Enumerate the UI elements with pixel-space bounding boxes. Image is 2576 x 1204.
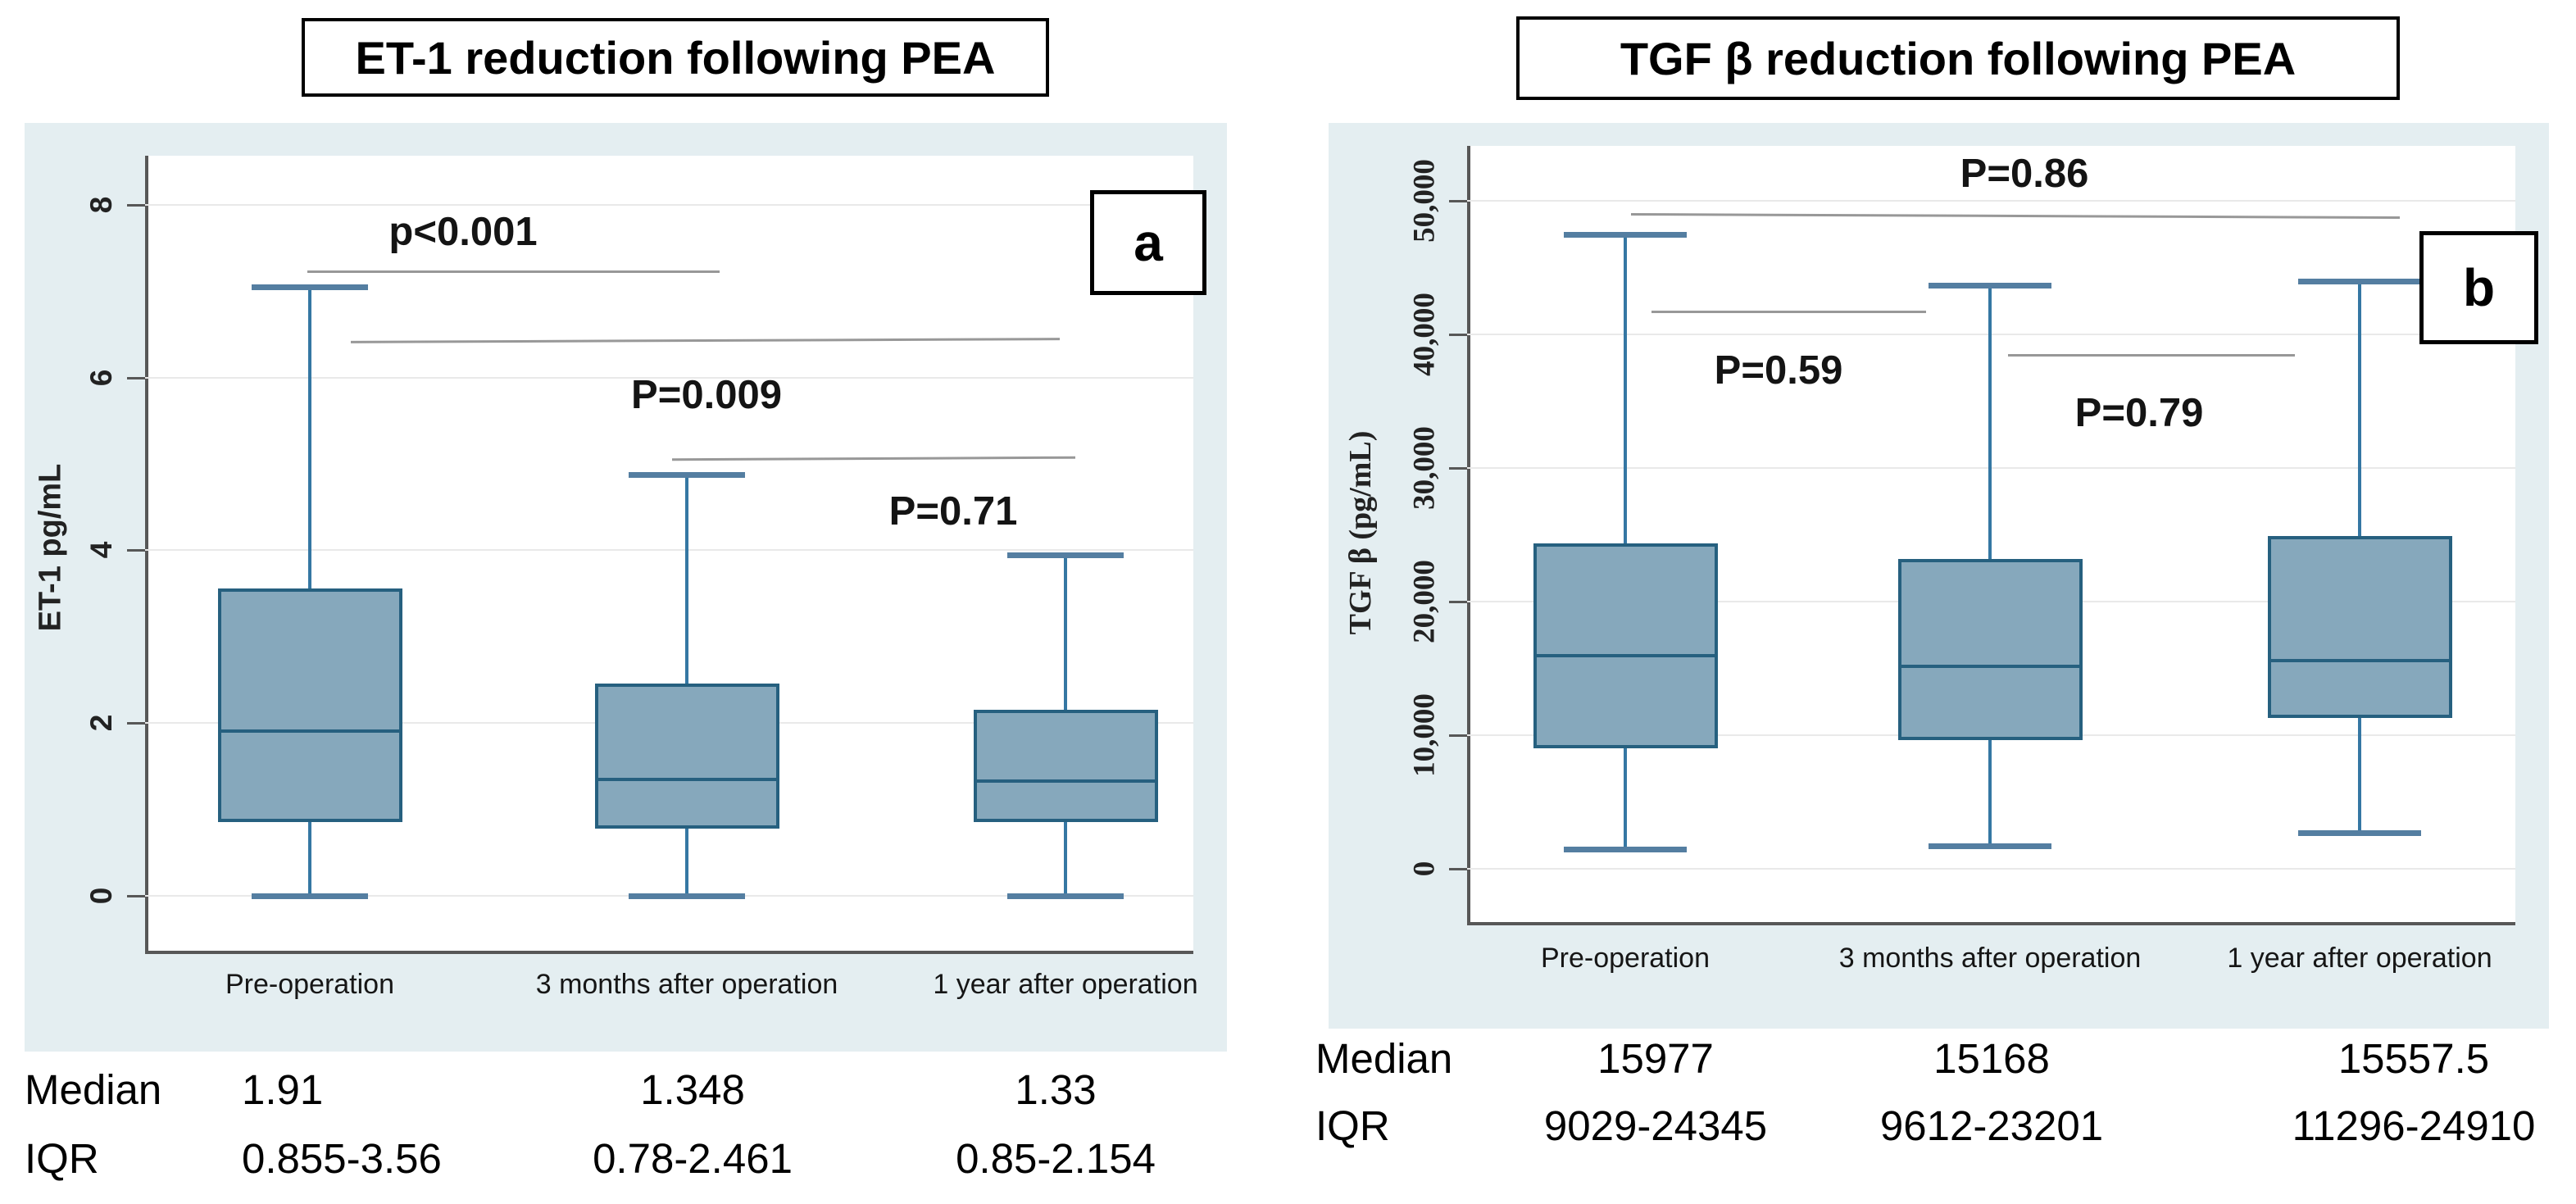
chart-a-title-box: ET-1 reduction following PEA	[302, 18, 1049, 97]
box-median-line	[1533, 653, 1718, 657]
chart-b-panel-label: b	[2419, 231, 2538, 344]
box-whisker-cap-upper	[1564, 231, 1687, 238]
y-tick	[127, 549, 145, 552]
table-cell: 0.855-3.56	[242, 1135, 442, 1182]
box	[1533, 543, 1718, 748]
box-median-line	[217, 729, 402, 733]
y-gridline	[145, 203, 1193, 206]
table-cell: 0.85-2.154	[956, 1135, 1156, 1182]
box-whisker-cap-upper	[1929, 282, 2051, 289]
comparison-p-value-label: P=0.71	[888, 489, 1018, 534]
y-tick	[1449, 868, 1467, 870]
table-cell: 1.33	[1015, 1066, 1097, 1113]
x-category-label: 3 months after operation	[1838, 943, 2142, 974]
y-tick-label: 40,000	[1407, 293, 1442, 376]
y-tick-label: 0	[84, 887, 118, 905]
comparison-line	[671, 456, 1076, 461]
box-whisker-cap-lower	[1007, 893, 1124, 899]
table-row-label: Median	[1315, 1035, 1453, 1082]
y-tick	[127, 376, 145, 379]
y-tick	[127, 895, 145, 897]
y-tick	[1449, 601, 1467, 603]
y-tick-label: 50,000	[1407, 159, 1442, 243]
chart-b-title-box: TGF β reduction following PEA	[1516, 16, 2400, 100]
y-gridline	[1467, 200, 2515, 202]
box-whisker-cap-upper	[2298, 278, 2421, 284]
box	[217, 588, 402, 822]
box-median-line	[594, 777, 779, 781]
x-category-label: 1 year after operation	[933, 969, 1198, 1000]
box-whisker-cap-lower	[629, 893, 745, 899]
box	[2267, 535, 2452, 718]
y-tick	[1449, 467, 1467, 470]
table-row-label: Median	[25, 1066, 162, 1113]
comparison-p-value-label: P=0.79	[2074, 391, 2204, 435]
y-tick	[127, 203, 145, 207]
y-tick	[1449, 734, 1467, 737]
box	[594, 683, 779, 829]
comparison-line	[1651, 311, 1926, 313]
chart-b-title: TGF β reduction following PEA	[1620, 32, 2297, 84]
y-tick-label: 0	[1407, 861, 1442, 877]
y-tick	[127, 722, 145, 725]
box-whisker-cap-lower	[252, 893, 368, 899]
table-cell: 15977	[1597, 1035, 1714, 1082]
y-axis-title: ET-1 pg/mL	[33, 463, 68, 632]
box-whisker-cap-upper	[629, 471, 745, 478]
table-cell: 1.91	[242, 1066, 324, 1113]
y-axis-title: TGF β (pg/mL)	[1343, 430, 1378, 635]
box-median-line	[973, 779, 1158, 783]
y-tick	[1449, 200, 1467, 202]
comparison-line	[2008, 354, 2295, 357]
table-cell: 9029-24345	[1543, 1102, 1768, 1149]
comparison-p-value-label: P=0.009	[631, 373, 782, 417]
table-cell: 0.78-2.461	[593, 1135, 793, 1182]
y-tick-label: 6	[84, 369, 118, 386]
comparison-line	[307, 270, 720, 273]
box-whisker-cap-upper	[252, 284, 368, 290]
box-median-line	[2267, 659, 2452, 663]
box-whisker-cap-lower	[1929, 843, 2051, 850]
box-median-line	[1897, 664, 2083, 668]
comparison-p-value-label: P=0.86	[1960, 152, 2089, 196]
box	[1897, 558, 2083, 741]
y-gridline	[1467, 868, 2515, 870]
comparison-line	[1630, 212, 2401, 220]
y-tick	[1449, 334, 1467, 336]
table-cell: 9612-23201	[1879, 1102, 2104, 1149]
table-row-label: IQR	[1315, 1102, 1390, 1149]
box	[973, 709, 1158, 823]
y-tick-label: 10,000	[1407, 693, 1442, 777]
table-cell: 15557.5	[2337, 1035, 2490, 1082]
box-whisker-cap-upper	[1007, 552, 1124, 558]
comparison-line	[350, 338, 1061, 343]
comparison-p-value-label: p<0.001	[388, 210, 538, 254]
y-gridline	[145, 376, 1193, 379]
box-whisker-stem	[1624, 234, 1627, 849]
chart-a-title: ET-1 reduction following PEA	[355, 31, 996, 84]
table-cell: 11296-24910	[2292, 1102, 2536, 1149]
box-whisker-cap-lower	[1564, 846, 1687, 852]
x-category-label: Pre-operation	[225, 969, 395, 1000]
table-row-label: IQR	[25, 1135, 99, 1182]
table-cell: 15168	[1933, 1035, 2050, 1082]
y-tick-label: 8	[84, 196, 118, 214]
box-whisker-cap-lower	[2298, 829, 2421, 836]
x-category-label: 3 months after operation	[535, 969, 838, 1000]
y-tick-label: 30,000	[1407, 426, 1442, 510]
x-category-label: Pre-operation	[1540, 943, 1711, 974]
y-tick-label: 2	[84, 714, 118, 732]
y-tick-label: 20,000	[1407, 560, 1442, 643]
table-cell: 1.348	[640, 1066, 745, 1113]
y-tick-label: 4	[84, 542, 118, 559]
comparison-p-value-label: P=0.59	[1714, 348, 1843, 393]
x-category-label: 1 year after operation	[2227, 943, 2492, 974]
y-gridline	[145, 549, 1193, 552]
chart-a-panel-label: a	[1090, 190, 1206, 295]
